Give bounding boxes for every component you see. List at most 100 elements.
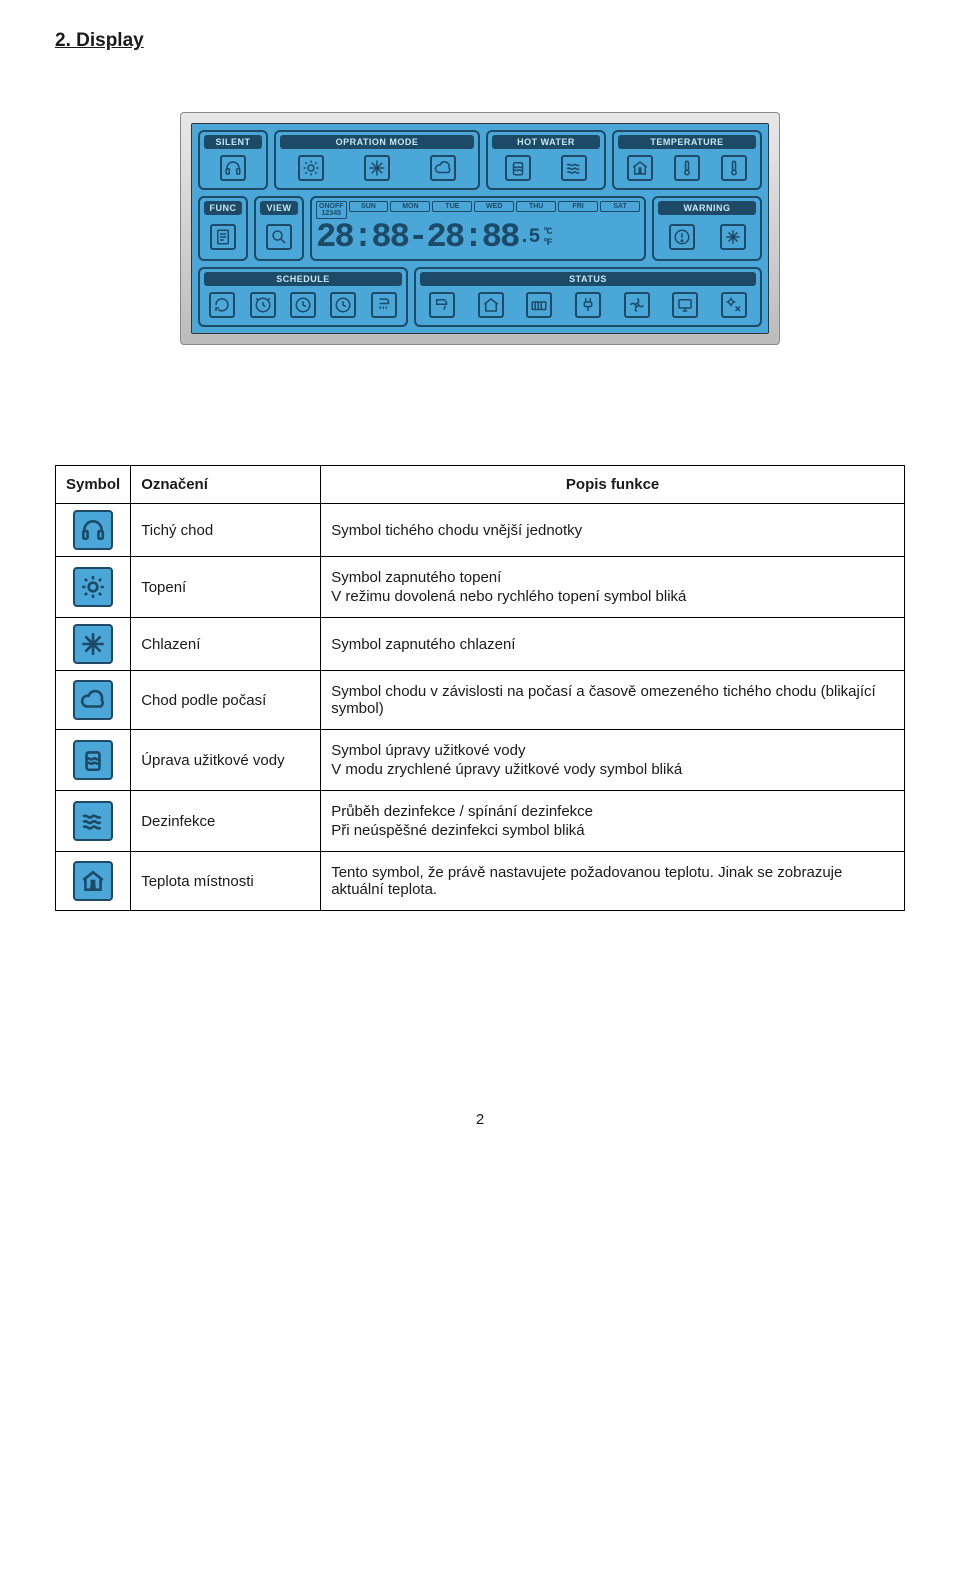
symbol-cell xyxy=(56,504,131,557)
segment-units: °C °F xyxy=(542,227,550,249)
table-row: Topení Symbol zapnutého topení V režimu do… xyxy=(56,557,905,618)
table-row: Teplota místnostiTento symbol, že právě … xyxy=(56,852,905,911)
th-name: Označení xyxy=(131,466,321,504)
symbol-cell xyxy=(56,730,131,791)
days-row: SUN MON TUE WED THU FRI SAT xyxy=(349,201,641,212)
symbol-table: Symbol Označení Popis funkce Tichý chodS… xyxy=(55,465,905,911)
headphones-icon xyxy=(220,155,246,181)
lcd-panel-view: VIEW xyxy=(254,196,304,261)
thermometer2-icon xyxy=(721,155,747,181)
desc-line: Symbol zapnutého topení xyxy=(331,569,894,586)
lcd-top-row: SILENT OPRATION MODE HOT WATER xyxy=(198,130,762,190)
headphones-icon xyxy=(73,510,113,550)
lcd-label-view: VIEW xyxy=(260,201,298,215)
lcd-label-func: FUNC xyxy=(204,201,242,215)
symbol-cell xyxy=(56,557,131,618)
snow-icon xyxy=(364,155,390,181)
symbol-cell xyxy=(56,852,131,911)
section-title: 2. Display xyxy=(55,30,905,52)
desc-cell: Symbol tichého chodu vnější jednotky xyxy=(321,504,905,557)
symbol-cell xyxy=(56,671,131,730)
house-icon xyxy=(478,292,504,318)
lcd-label-temperature: TEMPERATURE xyxy=(618,135,756,149)
tank-icon xyxy=(73,740,113,780)
screen-icon xyxy=(672,292,698,318)
onoff-indicator: ONOFF 12345 xyxy=(316,201,347,219)
shower-icon xyxy=(371,292,397,318)
lcd-panel-warning: WARNING xyxy=(652,196,762,261)
page-number: 2 xyxy=(55,1111,905,1128)
name-cell: Chlazení xyxy=(131,618,321,671)
th-desc: Popis funkce xyxy=(321,466,905,504)
desc-cell: Tento symbol, že právě nastavujete požad… xyxy=(321,852,905,911)
radiator-icon xyxy=(526,292,552,318)
lcd-panel-hotwater: HOT WATER xyxy=(486,130,606,190)
desc-line: V režimu dovolená nebo rychlého topení s… xyxy=(331,588,894,605)
pour-icon xyxy=(429,292,455,318)
thermometer-icon xyxy=(674,155,700,181)
cloud-icon xyxy=(73,680,113,720)
table-row: Dezinfekce Průběh dezinfekce / spínání de… xyxy=(56,791,905,852)
name-cell: Tichý chod xyxy=(131,504,321,557)
plug-icon xyxy=(575,292,601,318)
day-mon: MON xyxy=(390,201,430,212)
symbol-cell xyxy=(56,618,131,671)
lcd-label-opmode: OPRATION MODE xyxy=(280,135,474,149)
desc-cell: Symbol zapnutého topení V režimu dovolená… xyxy=(321,557,905,618)
name-cell: Dezinfekce xyxy=(131,791,321,852)
loop-icon xyxy=(209,292,235,318)
solar-icon xyxy=(721,292,747,318)
day-wed: WED xyxy=(474,201,514,212)
snow-icon xyxy=(73,624,113,664)
lcd-panel-silent: SILENT xyxy=(198,130,268,190)
lcd-panel-temperature: TEMPERATURE xyxy=(612,130,762,190)
fan-icon xyxy=(624,292,650,318)
desc-line: Při neúspěšné dezinfekci symbol bliká xyxy=(331,822,894,839)
day-sun: SUN xyxy=(349,201,389,212)
lcd-label-schedule: SCHEDULE xyxy=(204,272,402,286)
magnifier-icon xyxy=(266,224,292,250)
lcd-panel-func: FUNC xyxy=(198,196,248,261)
lcd-label-hotwater: HOT WATER xyxy=(492,135,600,149)
table-row: Tichý chod Symbol tichého chodu vnější je… xyxy=(56,504,905,557)
onoff-nums: 12345 xyxy=(322,210,341,217)
lcd-panel-schedule: SCHEDULE xyxy=(198,267,408,327)
table-header-row: Symbol Označení Popis funkce xyxy=(56,466,905,504)
onoff-label: ONOFF xyxy=(319,203,344,210)
day-fri: FRI xyxy=(558,201,598,212)
lcd-display: SILENT OPRATION MODE HOT WATER xyxy=(191,123,769,334)
name-cell: Úprava užitkové vody xyxy=(131,730,321,791)
desc-line: V modu zrychlené úpravy užitkové vody sy… xyxy=(331,761,894,778)
lcd-panel-opmode: OPRATION MODE xyxy=(274,130,480,190)
name-cell: Topení xyxy=(131,557,321,618)
desc-cell: Symbol zapnutého chlazení xyxy=(321,618,905,671)
table-row: Chod podle počasíSymbol chodu v závislos… xyxy=(56,671,905,730)
house-therm-icon xyxy=(73,861,113,901)
lcd-label-silent: SILENT xyxy=(204,135,262,149)
table-row: Chlazení Symbol zapnutého chlazení xyxy=(56,618,905,671)
sun-icon xyxy=(298,155,324,181)
unit-f: °F xyxy=(542,238,550,249)
lcd-panel-center: ONOFF 12345 SUN MON TUE WED THU FRI SAT … xyxy=(310,196,646,261)
clock-icon xyxy=(290,292,316,318)
desc-line: Průběh dezinfekce / spínání dezinfekce xyxy=(331,803,894,820)
tank-icon xyxy=(505,155,531,181)
desc-line: Symbol tichého chodu vnější jednotky xyxy=(331,522,894,539)
day-thu: THU xyxy=(516,201,556,212)
table-row: Úprava užitkové vody Symbol úpravy užitko… xyxy=(56,730,905,791)
desc-line: Symbol úpravy užitkové vody xyxy=(331,742,894,759)
sun-icon xyxy=(73,567,113,607)
day-sat: SAT xyxy=(600,201,640,212)
segment-value: 28:88-28:88 xyxy=(316,221,518,255)
segment-display: 28:88-28:88 .5 °C °F xyxy=(316,221,640,255)
lcd-mid-row: FUNC VIEW ONOFF 12345 SUN MON TUE xyxy=(198,196,762,261)
unit-c: °C xyxy=(542,227,550,238)
name-cell: Chod podle počasí xyxy=(131,671,321,730)
symbol-cell xyxy=(56,791,131,852)
lcd-display-bezel: SILENT OPRATION MODE HOT WATER xyxy=(180,112,780,345)
waves-icon xyxy=(561,155,587,181)
house-therm-icon xyxy=(627,155,653,181)
desc-line: Tento symbol, že právě nastavujete požad… xyxy=(331,864,894,898)
desc-line: Symbol zapnutého chlazení xyxy=(331,636,894,653)
document-icon xyxy=(210,224,236,250)
